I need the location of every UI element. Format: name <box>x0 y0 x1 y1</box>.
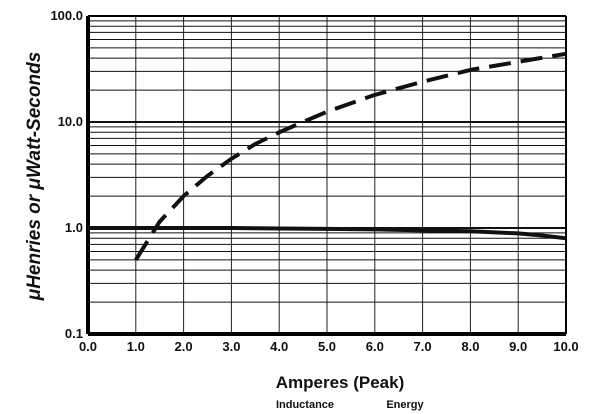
y-tick-label: 100.0 <box>50 8 83 23</box>
legend-energy: Energy <box>386 399 424 411</box>
x-tick-label: 5.0 <box>318 339 336 354</box>
x-tick-label: 2.0 <box>175 339 193 354</box>
legend-inductance: Inductance <box>276 399 334 411</box>
axes <box>86 15 567 336</box>
x-tick-label: 0.0 <box>79 339 97 354</box>
x-tick-label: 1.0 <box>127 339 145 354</box>
x-tick-label: 4.0 <box>270 339 288 354</box>
x-axis-title: Amperes (Peak) <box>276 373 405 392</box>
y-tick-label: 1.0 <box>65 220 83 235</box>
y-tick-label: 0.1 <box>65 326 83 341</box>
series <box>88 51 567 261</box>
x-tick-label: 10.0 <box>553 339 578 354</box>
x-tick-label: 6.0 <box>366 339 384 354</box>
x-tick-label: 7.0 <box>414 339 432 354</box>
tick-labels: 0.0 1.0 2.0 3.0 4.0 5.0 6.0 7.0 8.0 9.0 10.0 0.1 1.0… <box>50 8 578 354</box>
grid <box>88 16 566 334</box>
y-tick-label: 10.0 <box>58 114 83 129</box>
x-tick-label: 8.0 <box>461 339 479 354</box>
x-tick-label: 9.0 <box>509 339 527 354</box>
series-line-energy <box>134 51 567 261</box>
series-line-inductance <box>88 226 567 241</box>
x-tick-label: 3.0 <box>222 339 240 354</box>
y-axis-title: μHenries or μWatt-Seconds <box>24 52 45 302</box>
